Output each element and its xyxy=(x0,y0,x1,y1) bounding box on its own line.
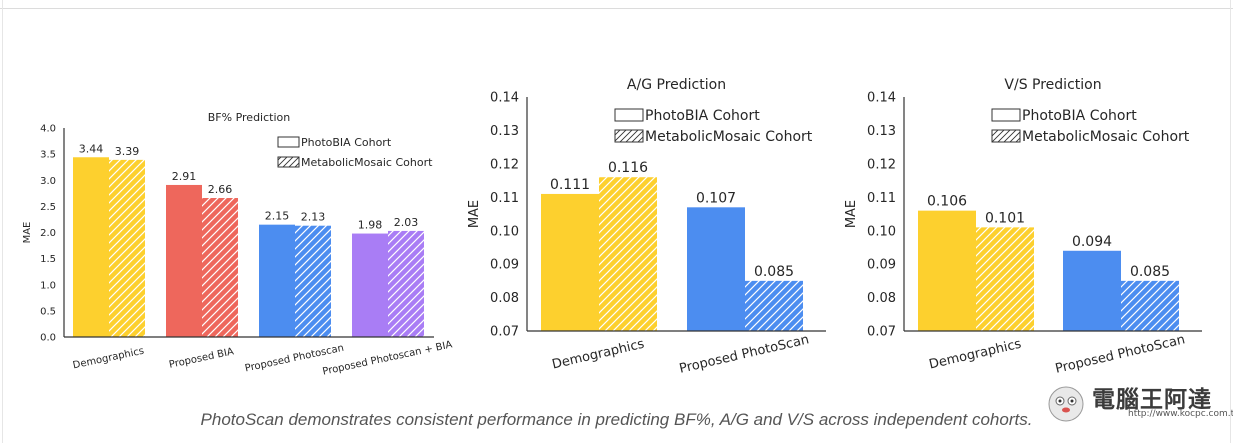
legend-swatch xyxy=(991,108,1021,122)
data-label: 0.116 xyxy=(608,160,648,176)
bar-photobia-0 xyxy=(73,157,109,337)
legend-entry: MetabolicMosaic Cohort xyxy=(1022,129,1190,145)
data-label: 0.094 xyxy=(1072,234,1112,250)
data-label: 3.39 xyxy=(115,145,140,158)
y-tick-label: 0.11 xyxy=(867,191,896,206)
bar-metabolicmosaic-0 xyxy=(599,177,657,331)
y-axis-label: MAE xyxy=(22,222,33,244)
data-label: 0.085 xyxy=(754,264,794,280)
data-label: 0.106 xyxy=(927,194,967,210)
y-tick-label: 0.13 xyxy=(867,124,896,139)
bar-photobia-0 xyxy=(918,210,976,331)
bar-metabolicmosaic-3 xyxy=(388,230,424,337)
y-axis-label: MAE xyxy=(467,200,482,228)
y-tick-label: 0.14 xyxy=(867,91,896,106)
watermark-url: http://www.kocpc.com.tw/ xyxy=(1128,409,1233,419)
bar-metabolicmosaic-2 xyxy=(295,225,331,337)
y-tick-label: 0.10 xyxy=(490,224,519,239)
data-label: 2.13 xyxy=(301,211,326,224)
y-axis-label: MAE xyxy=(844,200,859,228)
bar-photobia-1 xyxy=(1063,250,1121,331)
y-tick-label: 2.5 xyxy=(40,202,56,213)
y-tick-label: 3.0 xyxy=(40,176,56,187)
y-tick-label: 0.09 xyxy=(490,258,519,273)
y-tick-label: 0.12 xyxy=(867,157,896,172)
data-label: 0.085 xyxy=(1130,264,1170,280)
watermark-text: 電腦王阿達 xyxy=(1092,387,1212,413)
y-tick-label: 0.09 xyxy=(867,258,896,273)
chart-title: V/S Prediction xyxy=(1004,77,1101,93)
chart-title: BF% Prediction xyxy=(208,111,290,124)
legend-entry: PhotoBIA Cohort xyxy=(645,108,760,124)
top-divider xyxy=(0,8,1233,9)
bar-photobia-2 xyxy=(259,224,295,337)
data-label: 2.91 xyxy=(172,170,197,183)
data-label: 0.101 xyxy=(985,210,1025,226)
y-tick-label: 0.08 xyxy=(490,291,519,306)
y-tick-label: 0.12 xyxy=(490,157,519,172)
y-tick-label: 0.13 xyxy=(490,124,519,139)
y-tick-label: 0.10 xyxy=(867,224,896,239)
y-tick-label: 0.11 xyxy=(490,191,519,206)
data-label: 1.98 xyxy=(358,219,383,232)
x-category-label: Demographics xyxy=(928,337,1023,373)
y-tick-label: 0.07 xyxy=(490,325,519,340)
bar-metabolicmosaic-1 xyxy=(202,198,238,337)
legend-entry: PhotoBIA Cohort xyxy=(301,136,392,149)
data-label: 2.15 xyxy=(265,210,290,223)
y-tick-label: 4.0 xyxy=(40,124,56,135)
bar-metabolicmosaic-0 xyxy=(976,227,1034,331)
bar-photobia-0 xyxy=(541,193,599,331)
y-tick-label: 3.5 xyxy=(40,150,56,161)
data-label: 3.44 xyxy=(79,142,104,155)
legend-swatch xyxy=(614,129,644,143)
y-tick-label: 0.07 xyxy=(867,325,896,340)
chart-title: A/G Prediction xyxy=(627,77,726,93)
legend-entry: MetabolicMosaic Cohort xyxy=(301,156,433,169)
legend-swatch xyxy=(614,108,644,122)
right-divider xyxy=(1230,0,1231,443)
legend-swatch xyxy=(277,156,300,168)
bar-photobia-1 xyxy=(166,184,202,337)
y-tick-label: 0.08 xyxy=(867,291,896,306)
mascot-icon xyxy=(1048,386,1084,422)
bar-photobia-3 xyxy=(352,233,388,337)
data-label: 2.66 xyxy=(208,183,233,196)
y-tick-label: 1.5 xyxy=(40,254,56,265)
legend-swatch xyxy=(277,136,300,148)
y-tick-label: 0.14 xyxy=(490,91,519,106)
left-divider xyxy=(2,0,3,443)
y-tick-label: 0.0 xyxy=(40,333,56,344)
bar-metabolicmosaic-0 xyxy=(109,159,145,337)
y-tick-label: 2.0 xyxy=(40,228,56,239)
legend-swatch xyxy=(991,129,1021,143)
bar-photobia-1 xyxy=(687,207,745,331)
bar-metabolicmosaic-1 xyxy=(745,280,803,331)
data-label: 2.03 xyxy=(394,216,419,229)
data-label: 0.107 xyxy=(696,190,736,206)
x-category-label: Proposed PhotoScan xyxy=(1054,332,1187,376)
legend-entry: PhotoBIA Cohort xyxy=(1022,108,1137,124)
data-label: 0.111 xyxy=(550,177,590,193)
bar-metabolicmosaic-1 xyxy=(1121,280,1179,331)
y-tick-label: 0.5 xyxy=(40,306,56,317)
watermark: 電腦王阿達 http://www.kocpc.com.tw/ xyxy=(1042,378,1233,426)
y-tick-label: 1.0 xyxy=(40,280,56,291)
legend-entry: MetabolicMosaic Cohort xyxy=(645,129,813,145)
figure-caption: PhotoScan demonstrates consistent perfor… xyxy=(200,410,1033,429)
